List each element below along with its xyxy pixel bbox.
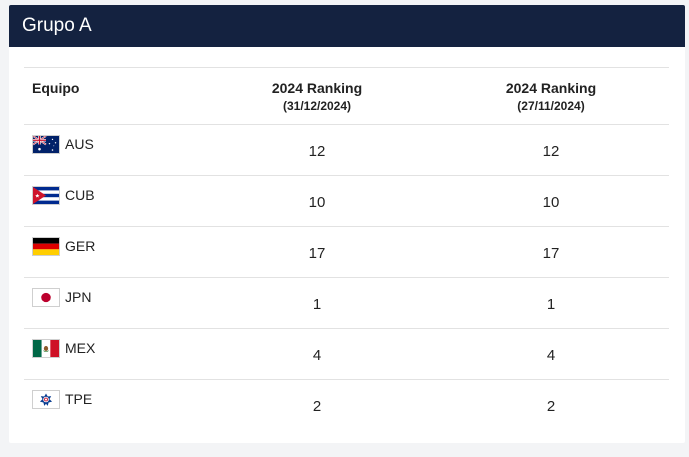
team-cell: CUB xyxy=(24,176,200,226)
group-card: Grupo A Equipo 2024 Ranking (31/12/2024)… xyxy=(9,5,685,443)
ranking-2-value: 1 xyxy=(546,295,556,313)
germany-flag-icon xyxy=(32,237,60,256)
australia-flag-icon xyxy=(32,135,60,154)
ranking-2-value: 12 xyxy=(542,142,560,160)
column-header-ranking-1-date: (31/12/2024) xyxy=(282,99,352,113)
chinese-taipei-flag-icon xyxy=(32,390,60,409)
team-code: MEX xyxy=(65,340,96,356)
team-code: CUB xyxy=(65,187,95,203)
table-row: TPE 2 2 xyxy=(24,379,669,430)
ranking-2-value: 4 xyxy=(546,346,556,364)
ranking-1-value: 1 xyxy=(312,295,322,313)
team-code: TPE xyxy=(65,391,93,407)
cuba-flag-icon xyxy=(32,186,60,205)
team-code: JPN xyxy=(65,289,92,305)
group-header: Grupo A xyxy=(9,5,685,47)
team-code: GER xyxy=(65,238,96,254)
column-header-ranking-2-title: 2024 Ranking xyxy=(505,80,597,96)
ranking-2-value: 2 xyxy=(546,397,556,415)
mexico-flag-icon xyxy=(32,339,60,358)
group-title: Grupo A xyxy=(22,15,92,36)
table-row: JPN 1 1 xyxy=(24,277,669,328)
column-header-ranking-2-date: (27/11/2024) xyxy=(517,99,585,113)
column-header-team: Equipo xyxy=(32,80,80,96)
table-row: GER 17 17 xyxy=(24,226,669,277)
ranking-2-value: 10 xyxy=(542,193,560,211)
team-cell: JPN xyxy=(24,278,200,328)
table-row: MEX 4 4 xyxy=(24,328,669,379)
table-header-row: Equipo 2024 Ranking (31/12/2024) 2024 Ra… xyxy=(24,67,669,124)
team-cell: GER xyxy=(24,227,200,277)
japan-flag-icon xyxy=(32,288,60,307)
column-header-ranking-1-title: 2024 Ranking xyxy=(271,80,363,96)
column-header-ranking-2: 2024 Ranking (27/11/2024) xyxy=(434,68,668,124)
team-code: AUS xyxy=(65,136,94,152)
ranking-1-value: 17 xyxy=(308,244,326,262)
team-cell: MEX xyxy=(24,329,200,379)
team-cell: TPE xyxy=(24,380,200,430)
ranking-1-value: 12 xyxy=(308,142,326,160)
team-cell: AUS xyxy=(24,125,200,175)
ranking-2-value: 17 xyxy=(542,244,560,262)
ranking-1-value: 2 xyxy=(312,397,322,415)
table-row: CUB 10 10 xyxy=(24,175,669,226)
ranking-table: Equipo 2024 Ranking (31/12/2024) 2024 Ra… xyxy=(24,67,669,430)
ranking-1-value: 10 xyxy=(308,193,326,211)
ranking-1-value: 4 xyxy=(312,346,322,364)
table-row: AUS 12 12 xyxy=(24,124,669,175)
column-header-ranking-1: 2024 Ranking (31/12/2024) xyxy=(200,68,434,124)
